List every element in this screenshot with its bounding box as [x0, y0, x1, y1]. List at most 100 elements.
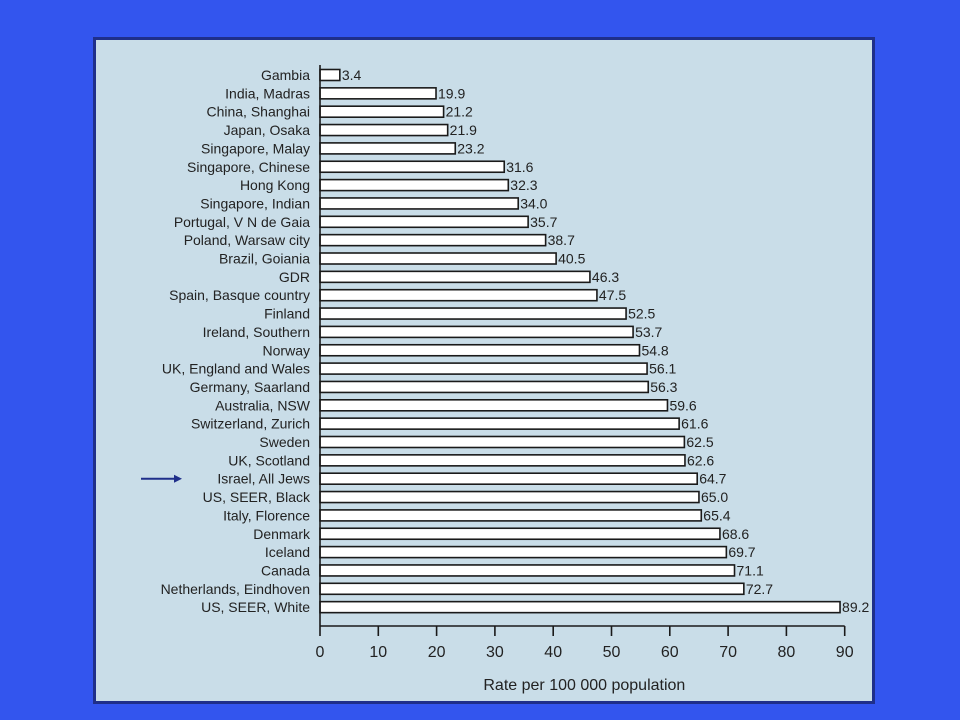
bar — [319, 545, 728, 559]
bars-layer — [319, 68, 841, 614]
value-label: 72.7 — [746, 581, 773, 597]
chart-panel: Gambia India, Madras China, Shanghai Japan,… — [93, 37, 875, 704]
value-label: 47.5 — [599, 287, 626, 303]
value-label: 32.3 — [510, 177, 537, 193]
category-label: Denmark — [253, 526, 311, 542]
value-label: 65.0 — [701, 489, 728, 505]
bar — [319, 233, 547, 247]
category-label: Spain, Basque country — [169, 287, 310, 303]
value-label: 52.5 — [628, 306, 655, 322]
bar — [319, 417, 680, 430]
category-label: Italy, Florence — [223, 507, 310, 523]
bar — [319, 87, 437, 100]
bar — [319, 343, 641, 357]
bar — [319, 490, 700, 504]
category-label: US, SEER, White — [201, 599, 310, 615]
bar — [319, 142, 457, 155]
value-label: 68.6 — [722, 526, 749, 542]
value-label: 62.5 — [686, 434, 713, 450]
bar — [319, 454, 686, 467]
value-label: 3.4 — [342, 67, 362, 83]
bar — [319, 160, 506, 174]
x-tick-label: 80 — [778, 644, 796, 661]
category-label: UK, Scotland — [228, 452, 310, 468]
value-label: 54.8 — [641, 342, 668, 358]
bar — [319, 68, 341, 82]
bar — [319, 564, 736, 577]
category-label: Portugal, V N de Gaia — [174, 214, 310, 230]
value-label: 35.7 — [530, 214, 557, 230]
category-label: Finland — [264, 306, 310, 322]
category-label: Singapore, Chinese — [187, 159, 310, 175]
x-tick-label: 20 — [428, 644, 446, 661]
category-label: UK, England and Wales — [162, 361, 310, 377]
category-label: Brazil, Goiania — [219, 251, 310, 267]
bar — [319, 435, 686, 449]
highlight-arrow-icon — [141, 474, 182, 483]
value-label: 71.1 — [737, 562, 764, 578]
category-label: Germany, Saarland — [190, 379, 310, 395]
category-label: Singapore, Indian — [200, 195, 310, 211]
bar — [319, 472, 699, 486]
category-label: Israel, All Jews — [217, 471, 310, 487]
bar-chart: Gambia India, Madras China, Shanghai Japan,… — [141, 65, 869, 694]
category-label: Sweden — [259, 434, 310, 450]
value-label: 38.7 — [548, 232, 575, 248]
x-tick-label: 40 — [544, 644, 562, 661]
value-label: 21.9 — [450, 122, 477, 138]
value-label: 46.3 — [592, 269, 619, 285]
bar — [319, 270, 591, 284]
bar — [319, 398, 669, 412]
bar — [319, 123, 449, 137]
value-label: 61.6 — [681, 416, 708, 432]
x-axis-ticks: 0 10 20 30 40 50 60 70 80 90 — [316, 626, 854, 661]
category-label: India, Madras — [225, 85, 310, 101]
category-label: Singapore, Malay — [201, 140, 310, 156]
bar — [319, 600, 841, 614]
value-label: 40.5 — [558, 251, 585, 267]
category-label: Hong Kong — [240, 177, 310, 193]
value-label: 21.2 — [446, 104, 473, 120]
bar — [319, 527, 721, 541]
value-label: 89.2 — [842, 599, 869, 615]
x-tick-label: 0 — [316, 644, 325, 661]
category-label: Australia, NSW — [215, 397, 311, 413]
value-label: 31.6 — [506, 159, 533, 175]
category-label: Ireland, Southern — [203, 324, 310, 340]
category-label: Japan, Osaka — [224, 122, 311, 138]
value-label: 53.7 — [635, 324, 662, 340]
value-label: 65.4 — [703, 507, 730, 523]
bar — [319, 509, 703, 522]
x-tick-label: 90 — [836, 644, 854, 661]
category-labels: Gambia India, Madras China, Shanghai Japan,… — [161, 67, 311, 615]
bar — [319, 252, 557, 265]
bar — [319, 178, 510, 192]
value-label: 69.7 — [728, 544, 755, 560]
value-label: 56.3 — [650, 379, 677, 395]
category-label: Iceland — [265, 544, 310, 560]
x-tick-label: 60 — [661, 644, 679, 661]
x-tick-label: 10 — [369, 644, 387, 661]
value-label: 59.6 — [669, 397, 696, 413]
x-tick-label: 70 — [719, 644, 737, 661]
category-label: US, SEER, Black — [203, 489, 311, 505]
category-label: Canada — [261, 562, 310, 578]
category-label: GDR — [279, 269, 310, 285]
bar — [319, 288, 598, 302]
bar — [319, 362, 648, 375]
x-axis-title: Rate per 100 000 population — [483, 677, 685, 694]
bar — [319, 325, 634, 339]
bar — [319, 105, 445, 118]
category-label: China, Shanghai — [206, 104, 310, 120]
value-label: 64.7 — [699, 471, 726, 487]
value-label: 19.9 — [438, 85, 465, 101]
value-label: 62.6 — [687, 452, 714, 468]
category-label: Poland, Warsaw city — [184, 232, 310, 248]
value-label: 34.0 — [520, 195, 547, 211]
bar — [319, 307, 627, 320]
category-label: Norway — [263, 342, 310, 358]
value-label: 23.2 — [457, 140, 484, 156]
x-tick-label: 30 — [486, 644, 504, 661]
bar — [319, 197, 520, 210]
bar — [319, 582, 745, 596]
